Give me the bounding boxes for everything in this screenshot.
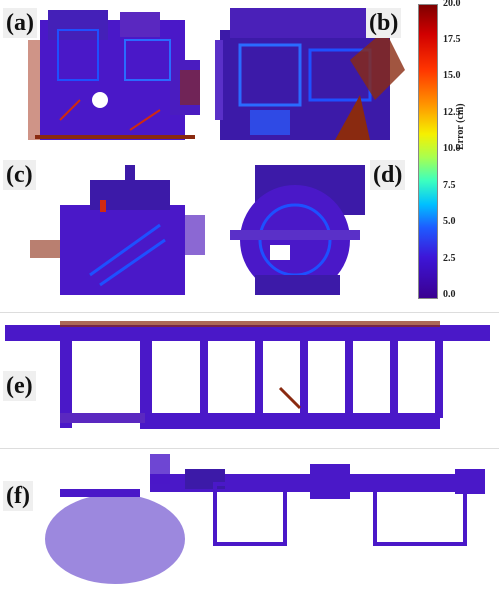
panel-d-map [230, 165, 365, 295]
panel-label: (c) [3, 160, 36, 190]
colorbar-tick: 17.5 [443, 34, 461, 45]
panel-f: (f) [0, 448, 499, 595]
panel-b-map [215, 8, 405, 140]
panel-d: (d) [210, 155, 410, 305]
panel-label: (b) [366, 8, 402, 38]
panel-c-map [30, 165, 205, 295]
panel-e-map [5, 321, 490, 429]
panel-a: (a) [0, 0, 205, 150]
panel-e: (e) [0, 312, 499, 443]
panel-label: (a) [3, 8, 37, 38]
colorbar-tick: 2.5 [443, 253, 456, 264]
panel-label: (d) [370, 160, 406, 190]
panel-c: (c) [0, 155, 205, 305]
colorbar-tick: 20.0 [443, 0, 461, 9]
colorbar-tick: 7.5 [443, 180, 456, 191]
colorbar-tick: 5.0 [443, 216, 456, 227]
colorbar-tick: 0.0 [443, 289, 456, 300]
panel-label: (f) [3, 481, 33, 511]
panel-label: (e) [3, 371, 36, 401]
colorbar-tick: 10.0 [443, 143, 461, 154]
colorbar-title: Error (cm) [455, 103, 466, 150]
colorbar-tick: 12.5 [443, 107, 461, 118]
panel-b: (b) [210, 0, 410, 150]
colorbar [418, 4, 438, 299]
panel-f-map [45, 454, 485, 584]
panel-a-map [28, 10, 200, 140]
colorbar-tick: 15.0 [443, 70, 461, 81]
